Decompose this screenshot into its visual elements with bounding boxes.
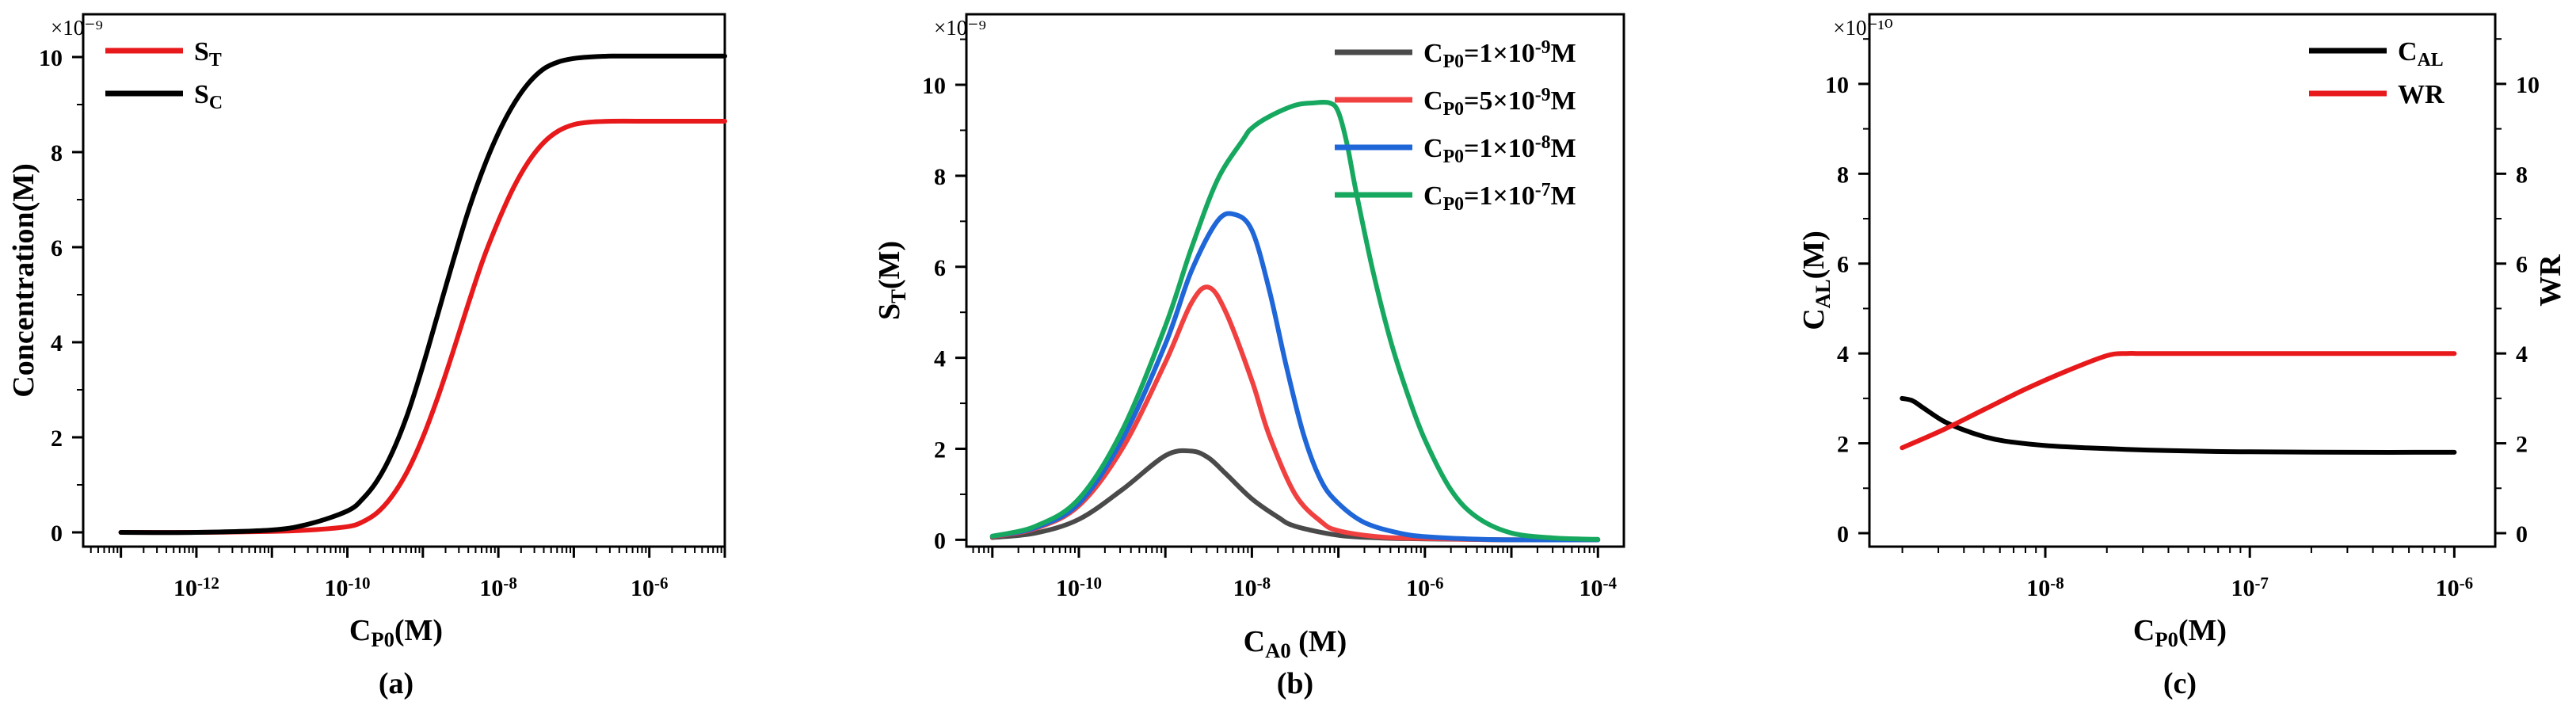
y-tick-label: 2 (1837, 432, 1849, 458)
chart-panel-a: 10-12 10-10 10-8 10-6 0 2 4 6 8 10 ×10⁻⁹ CP0(M) Conc… (7, 13, 727, 700)
series-line-c-0 (1900, 395, 2457, 455)
legend-label: SC (194, 80, 223, 113)
y-tick-label: 6 (51, 235, 63, 261)
legend-label: CP0=1×10-9M (1423, 37, 1576, 72)
x-tick-label: 10-6 (2436, 574, 2474, 601)
x-tick-label: 10-8 (2026, 574, 2064, 601)
series-line-c-1 (1900, 350, 2457, 451)
series-line-a-0 (118, 118, 727, 536)
panel-caption: (b) (1277, 667, 1313, 700)
x-tick-label: 10-8 (479, 574, 517, 601)
y-tick-label: 4 (51, 330, 63, 356)
y-tick-label: 8 (51, 140, 63, 166)
x-tick-label: 10-10 (1056, 574, 1102, 601)
y-tick-label: 2 (51, 425, 63, 452)
y-tick-label: 0 (1837, 521, 1849, 547)
panel-caption: (c) (2163, 667, 2197, 700)
legend-label: CP0=5×10-9M (1423, 85, 1576, 120)
y2-axis-label: WR (2534, 254, 2567, 307)
y-axis-label: Concentration(M) (7, 163, 40, 397)
y2-tick-label: 0 (2516, 521, 2528, 547)
legend: CP0=1×10-9M CP0=5×10-9M CP0=1×10-8M CP0=1×1… (1335, 37, 1576, 215)
plot-frame (82, 13, 726, 548)
x-tick-label: 10-6 (1406, 574, 1444, 601)
x-tick-label: 10-7 (2231, 574, 2269, 601)
y-axis-label: CAL(M) (1797, 231, 1835, 330)
y-tick-label: 4 (934, 346, 946, 372)
chart-panel-c: 10-8 10-7 10-6 0 2 4 6 8 10 0 2 4 6 8 10 ×10⁻¹⁰ CP0(M) CA… (1797, 13, 2567, 700)
y2-tick-label: 6 (2516, 252, 2528, 278)
y-tick-label: 10 (922, 73, 946, 99)
x-tick-label: 10-12 (173, 574, 219, 601)
y2-tick-label: 2 (2516, 432, 2528, 458)
legend-label: CP0=1×10-7M (1423, 180, 1576, 215)
x-tick-label: 10-8 (1233, 574, 1271, 601)
y-multiplier: ×10⁻¹⁰ (1833, 16, 1893, 40)
legend-label: CAL (2398, 37, 2444, 71)
y-tick-label: 0 (934, 528, 946, 554)
y-tick-label: 6 (1837, 252, 1849, 278)
y2-tick-label: 4 (2516, 341, 2528, 368)
x-axis-label: CP0(M) (2133, 614, 2227, 651)
series-line-b-3 (989, 100, 1601, 542)
x-axis-label: CA0 (M) (1244, 625, 1347, 662)
legend-label: CP0=1×10-8M (1423, 132, 1576, 167)
y-tick-label: 6 (934, 255, 946, 281)
y-tick-label: 8 (1837, 162, 1849, 188)
plot-frame (1868, 13, 2497, 548)
y-axis-label: ST(M) (873, 241, 910, 320)
y-multiplier: ×10⁻⁹ (51, 16, 103, 40)
y-multiplier: ×10⁻⁹ (934, 16, 986, 40)
series-line-a-1 (118, 53, 727, 536)
series-line-b-2 (989, 211, 1601, 543)
y-tick-label: 8 (934, 164, 946, 190)
y-tick-label: 4 (1837, 341, 1849, 368)
chart-panel-b: 10-10 10-8 10-6 10-4 0 2 4 6 8 10 ×10⁻⁹ CA0 (M) ST(M… (873, 13, 1625, 700)
x-tick-label: 10-4 (1579, 574, 1617, 601)
x-tick-label: 10-6 (631, 574, 669, 601)
panel-caption: (a) (379, 667, 413, 700)
y2-tick-label: 8 (2516, 162, 2528, 188)
y-tick-label: 10 (39, 45, 63, 71)
y2-tick-label: 10 (2516, 72, 2540, 98)
y-tick-label: 2 (934, 437, 946, 463)
y-tick-label: 0 (51, 520, 63, 547)
x-axis-label: CP0(M) (349, 614, 443, 651)
legend-label: ST (194, 37, 222, 71)
legend-label: WR (2398, 80, 2445, 109)
y-tick-label: 10 (1825, 72, 1849, 98)
legend: ST SC (105, 37, 223, 113)
x-tick-label: 10-10 (325, 574, 371, 601)
plot-frame (965, 13, 1625, 548)
legend: CAL WR (2309, 37, 2445, 109)
